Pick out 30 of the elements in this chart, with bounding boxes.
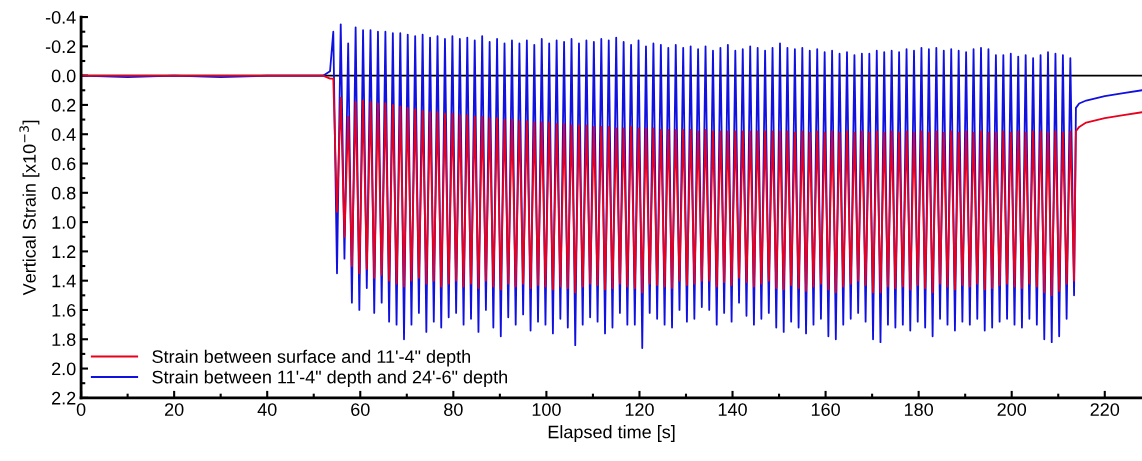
x-tick-label: 0 xyxy=(76,403,86,416)
x-tick-label: 100 xyxy=(532,403,561,416)
y-axis-title: Vertical Strain [x10$^{−3}$] xyxy=(19,120,40,296)
y-tick-label: 1.4 xyxy=(52,274,76,288)
x-tick-label: 60 xyxy=(351,403,370,416)
y-tick-label: 1.0 xyxy=(52,216,76,229)
x-axis-title: Elapsed time [s] xyxy=(548,425,675,442)
x-tick-label: 20 xyxy=(165,403,184,416)
x-tick-label: 200 xyxy=(997,403,1027,416)
y-tick-label: 2.0 xyxy=(52,362,76,376)
x-tick-label: 160 xyxy=(811,403,840,416)
y-tick-label: -0.2 xyxy=(45,40,76,54)
y-tick-label: 1.8 xyxy=(52,333,76,346)
y-tick-label: 1.6 xyxy=(52,303,76,317)
y-tick-label: -0.4 xyxy=(45,10,76,24)
x-tick-label: 120 xyxy=(625,403,654,416)
y-tick-label: 0.6 xyxy=(51,157,76,171)
legend-label: Strain between 11'-4" depth and 24'-6" depth xyxy=(152,370,507,388)
y-tick-label: 2.2 xyxy=(52,391,76,405)
y-tick-label: 0.0 xyxy=(51,69,76,83)
x-tick-label: 180 xyxy=(904,403,934,416)
x-tick-label: 220 xyxy=(1090,403,1120,416)
y-tick-label: 0.2 xyxy=(51,98,76,112)
x-tick-label: 140 xyxy=(718,403,747,416)
y-tick-label: 0.4 xyxy=(51,128,76,141)
y-tick-label: 0.8 xyxy=(51,186,76,200)
x-tick-label: 80 xyxy=(444,403,463,416)
x-tick-label: 40 xyxy=(257,403,277,416)
y-tick-label: 1.2 xyxy=(52,245,76,258)
legend-label: Strain between surface and 11'-4" depth xyxy=(152,349,471,367)
